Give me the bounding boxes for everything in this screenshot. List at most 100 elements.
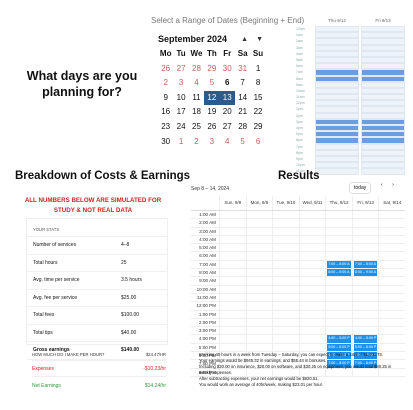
time-slot[interactable]	[351, 244, 379, 252]
time-slot[interactable]	[219, 318, 246, 327]
calendar-day[interactable]: 16	[161, 107, 171, 117]
time-slot[interactable]	[351, 310, 379, 318]
time-slot[interactable]	[245, 368, 273, 376]
mini-slot[interactable]	[315, 94, 359, 101]
mini-slot[interactable]	[361, 100, 405, 107]
time-slot[interactable]	[245, 335, 273, 343]
calendar-day[interactable]: 3	[178, 78, 184, 88]
calendar-day[interactable]: 21	[238, 107, 248, 117]
time-slot[interactable]: 8:00 – 9:00 A	[325, 269, 352, 277]
time-slot[interactable]	[298, 269, 326, 277]
time-slot[interactable]	[245, 219, 273, 227]
time-slot[interactable]	[245, 360, 273, 368]
calendar-day[interactable]: 26	[161, 63, 171, 73]
calendar-day[interactable]: 28	[238, 121, 248, 131]
mini-slot[interactable]	[315, 81, 359, 88]
calendar-day[interactable]: 23	[161, 121, 171, 131]
time-slot[interactable]: 6:00 – 7:00 P	[325, 352, 352, 360]
time-slot[interactable]	[298, 343, 326, 352]
time-slot[interactable]	[298, 252, 326, 260]
prev-week-icon[interactable]: ‹	[381, 182, 387, 188]
calendar-day[interactable]: 20	[222, 107, 232, 117]
time-slot[interactable]	[378, 352, 405, 360]
time-slot[interactable]	[298, 318, 326, 327]
time-slot[interactable]	[245, 302, 273, 310]
time-slot[interactable]	[378, 293, 405, 302]
time-slot[interactable]	[298, 310, 326, 318]
mini-slot[interactable]	[315, 118, 359, 125]
time-slot[interactable]	[351, 235, 379, 244]
mini-slot[interactable]	[315, 155, 359, 163]
time-slot[interactable]	[351, 285, 379, 293]
mini-slot[interactable]	[315, 125, 359, 132]
mini-slot[interactable]	[361, 168, 405, 175]
time-slot[interactable]: 5:00 – 6:00 P	[351, 343, 379, 352]
mini-slot[interactable]	[361, 131, 405, 138]
time-slot[interactable]	[298, 302, 326, 310]
time-slot[interactable]	[351, 219, 379, 227]
event-block[interactable]: 7:00 – 8:00 P	[327, 360, 351, 368]
time-slot[interactable]	[272, 327, 299, 335]
time-slot[interactable]	[245, 277, 273, 285]
mini-slot[interactable]	[315, 168, 359, 175]
next-month-icon[interactable]: ▼	[256, 35, 266, 43]
mini-slot[interactable]	[315, 32, 359, 39]
calendar-day[interactable]: 15	[253, 92, 263, 102]
time-slot[interactable]	[272, 293, 299, 302]
time-slot[interactable]	[245, 293, 273, 302]
time-slot[interactable]	[272, 352, 299, 360]
time-slot[interactable]	[272, 360, 299, 368]
time-slot[interactable]	[245, 310, 273, 318]
calendar-day[interactable]: 14	[238, 92, 248, 102]
calendar-day[interactable]: 5	[240, 136, 245, 146]
event-block[interactable]: 7:00 – 8:00 A	[327, 260, 351, 269]
time-slot[interactable]	[325, 318, 352, 327]
mini-slot[interactable]	[315, 69, 359, 76]
time-slot[interactable]	[351, 327, 379, 335]
mini-slot[interactable]	[361, 94, 405, 101]
time-slot[interactable]	[378, 219, 405, 227]
time-slot[interactable]	[378, 302, 405, 310]
time-slot[interactable]	[272, 227, 299, 235]
time-slot[interactable]	[351, 293, 379, 302]
time-slot[interactable]	[325, 235, 352, 244]
time-slot[interactable]	[298, 352, 326, 360]
mini-slot[interactable]	[315, 137, 359, 144]
time-slot[interactable]: 4:00 – 5:00 P	[325, 335, 352, 343]
time-slot[interactable]	[351, 227, 379, 235]
event-block[interactable]: 5:00 – 6:00 P	[327, 343, 351, 352]
calendar-day[interactable]: 1	[255, 63, 261, 73]
time-slot[interactable]	[325, 368, 352, 376]
time-slot[interactable]	[245, 244, 273, 252]
calendar-day[interactable]: 29	[207, 63, 217, 73]
time-slot[interactable]	[298, 293, 326, 302]
time-slot[interactable]	[298, 360, 326, 368]
time-slot[interactable]	[219, 211, 246, 219]
time-slot[interactable]	[298, 260, 326, 269]
prev-month-icon[interactable]: ▲	[241, 35, 252, 43]
time-slot[interactable]	[245, 343, 273, 352]
mini-slot[interactable]	[315, 162, 359, 169]
time-slot[interactable]	[351, 211, 379, 219]
calendar-day[interactable]: 5	[209, 78, 215, 88]
time-slot[interactable]	[219, 285, 246, 293]
event-block[interactable]: 8:00 – 9:00 A	[353, 269, 378, 277]
mini-slot[interactable]	[315, 50, 359, 57]
time-slot[interactable]: 8:00 – 9:00 A	[351, 269, 379, 277]
mini-slot[interactable]	[315, 63, 359, 70]
time-slot[interactable]	[219, 310, 246, 318]
calendar-day[interactable]: 4	[194, 78, 199, 88]
time-slot[interactable]	[378, 368, 405, 376]
time-slot[interactable]	[272, 235, 299, 244]
time-slot[interactable]	[378, 211, 405, 219]
calendar-day[interactable]: 10	[176, 92, 186, 102]
time-slot[interactable]	[272, 219, 299, 227]
mini-slot[interactable]	[315, 38, 359, 45]
time-slot[interactable]	[351, 252, 379, 260]
calendar-day[interactable]: 9	[163, 92, 168, 102]
mini-slot[interactable]	[361, 44, 405, 51]
mini-slot[interactable]	[315, 112, 359, 119]
mini-slot[interactable]	[315, 44, 359, 51]
time-slot[interactable]: 5:00 – 6:00 P	[325, 343, 352, 352]
mini-slot[interactable]	[361, 50, 405, 57]
